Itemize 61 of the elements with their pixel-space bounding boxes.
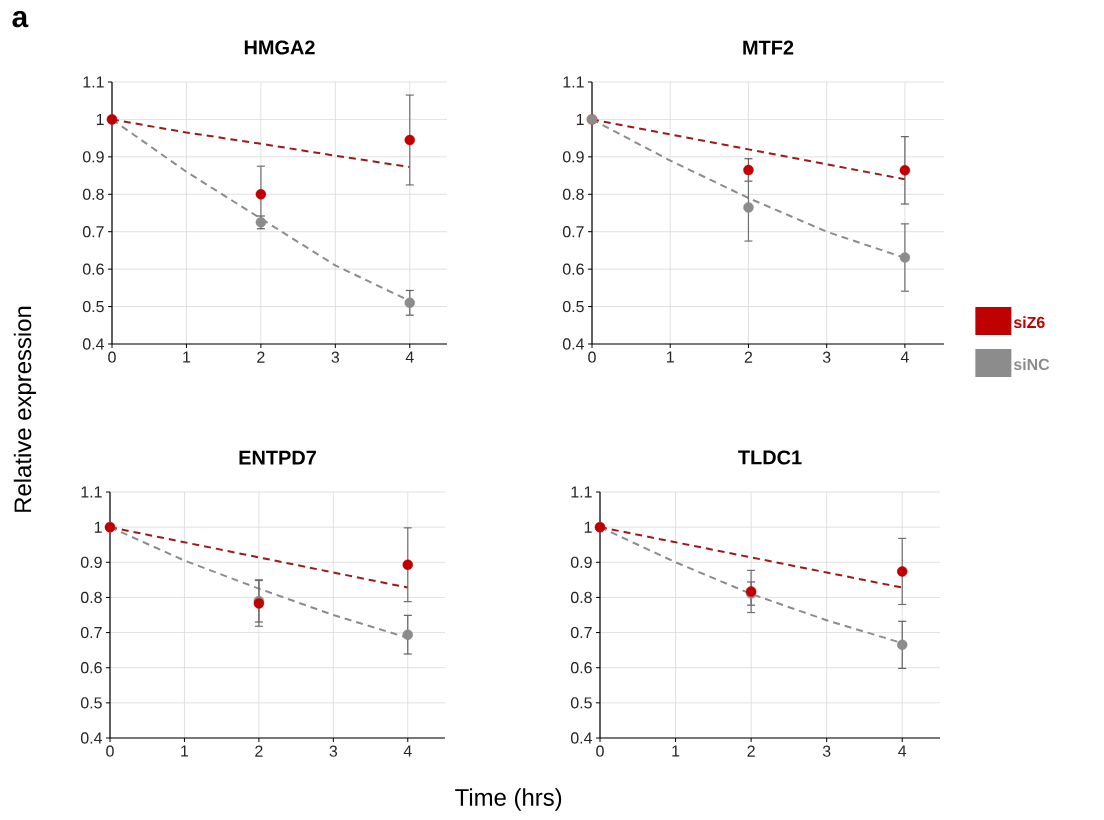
x-tick-label: 3 [822, 745, 831, 757]
chart-title: TLDC1 [738, 450, 802, 465]
y-tick-label: 0.6 [82, 263, 104, 275]
y-tick-label: 0.7 [562, 226, 584, 238]
y-tick-label: 0.4 [80, 732, 103, 744]
y-tick-label: 0.6 [562, 263, 584, 275]
x-tick-label: 4 [898, 745, 907, 757]
y-tick-label: 0.8 [80, 591, 102, 604]
y-tick-label: 0.5 [82, 300, 104, 313]
y-tick-label: 1 [576, 113, 584, 125]
y-tick-label: 1.1 [571, 486, 592, 498]
y-tick-label: 1.1 [563, 76, 584, 88]
x-tick-label: 2 [255, 745, 263, 757]
text: a [12, 10, 29, 28]
chart-title: MTF2 [743, 40, 794, 55]
chart-title: HMGA2 [244, 40, 315, 55]
x-tick-label: 2 [747, 745, 755, 757]
x-tick-label: 2 [744, 351, 753, 363]
x-tick-label: 0 [106, 745, 114, 757]
x-tick-label: 0 [588, 351, 596, 363]
x-tick-label: 1 [667, 351, 674, 363]
y-tick-label: 0.6 [80, 662, 102, 674]
y-tick-label: 0.7 [570, 626, 592, 639]
y-tick-label: 0.9 [80, 556, 102, 568]
y-tick-label: 1.1 [83, 76, 104, 88]
x-axis-title: Time (hrs) [455, 788, 562, 811]
x-tick-label: 1 [183, 351, 191, 363]
y-tick-label: 0.6 [570, 662, 592, 674]
x-tick-label: 0 [108, 351, 116, 363]
x-tick-label: 0 [596, 745, 604, 757]
y-tick-label: 1 [94, 521, 102, 533]
y-tick-label: 0.7 [82, 226, 104, 238]
y-tick-label: 1.1 [81, 486, 102, 498]
x-tick-label: 1 [181, 745, 189, 757]
x-tick-label: 4 [900, 351, 909, 363]
y-tick-label: 0.5 [570, 697, 592, 709]
y-tick-label: 0.9 [570, 556, 592, 568]
x-tick-label: 3 [822, 351, 831, 363]
x-tick-label: 1 [672, 745, 680, 757]
x-tick-label: 4 [403, 745, 412, 757]
y-tick-label: 0.4 [570, 732, 593, 744]
y-tick-label: 0.4 [82, 338, 105, 350]
y-tick-label: 0.4 [562, 338, 585, 350]
y-tick-label: 0.9 [562, 151, 584, 163]
y-tick-label: 1 [96, 113, 104, 125]
chart-title: ENTPD7 [239, 450, 316, 465]
y-tick-label: 0.9 [82, 151, 104, 163]
x-tick-label: 3 [329, 745, 338, 757]
y-tick-label: 0.8 [562, 188, 584, 200]
x-tick-label: 2 [257, 351, 265, 363]
y-tick-label: 0.5 [80, 697, 102, 709]
y-tick-label: 0.8 [570, 591, 592, 604]
y-tick-label: 0.7 [80, 626, 102, 639]
y-tick-label: 1 [584, 521, 592, 533]
x-tick-label: 4 [405, 351, 414, 363]
legend-label: siZ6 [1013, 316, 1045, 329]
legend-label: siNC [1013, 358, 1050, 371]
y-tick-label: 0.8 [82, 188, 104, 200]
y-tick-label: 0.5 [562, 300, 584, 313]
x-tick-label: 3 [331, 351, 340, 363]
y-axis-title: Relative expression [13, 306, 37, 512]
